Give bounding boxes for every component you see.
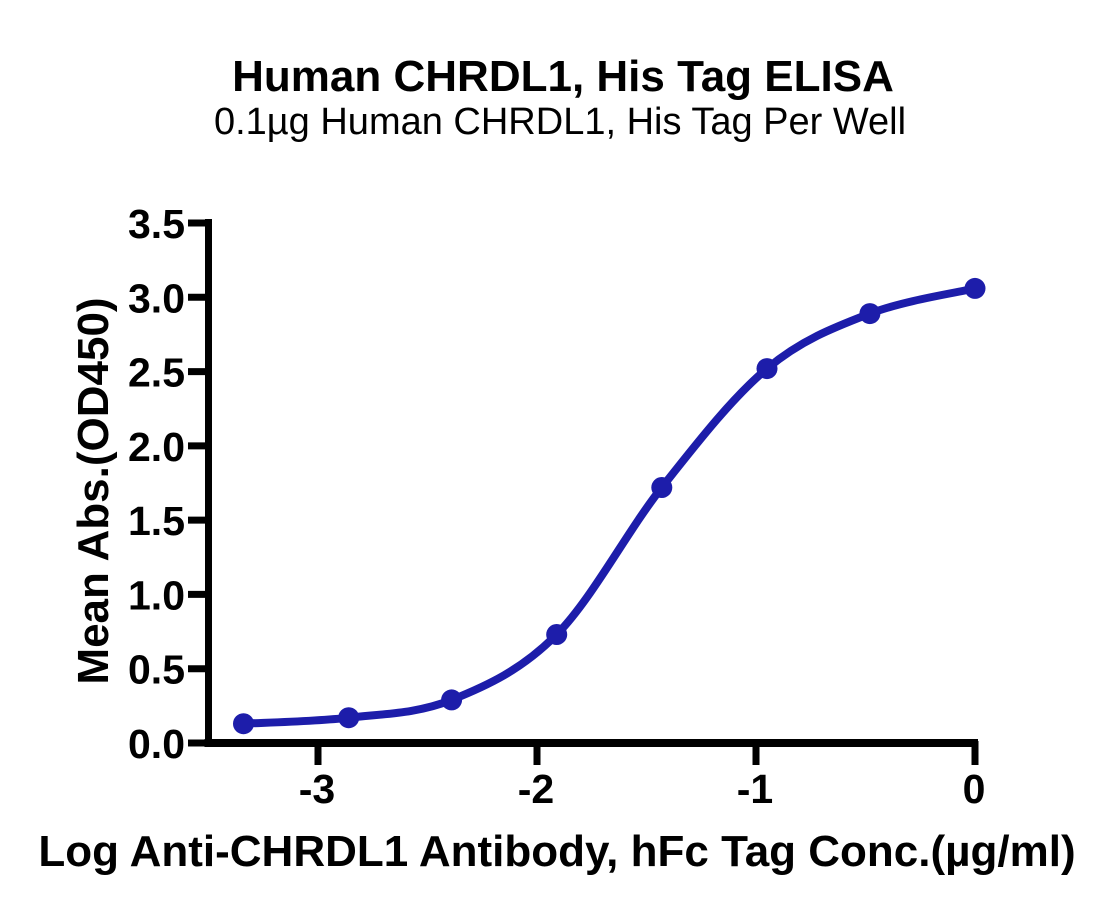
y-tick-label: 3.5: [128, 201, 185, 247]
x-tick-label: -2: [518, 766, 554, 812]
y-tick-label: 0.5: [128, 647, 185, 693]
y-tick-label: 3.0: [128, 275, 185, 321]
data-series: [233, 277, 986, 735]
axes: [204, 219, 978, 747]
fit-curve: [239, 284, 979, 728]
y-tick-label: 2.5: [128, 350, 185, 396]
data-point: [964, 277, 986, 299]
chart-title: Human CHRDL1, His Tag ELISA: [232, 52, 894, 101]
data-point: [859, 303, 881, 325]
data-point: [233, 713, 254, 735]
y-axis-ticks: 0.0 0.5 1.0 1.5 2.0 2.5 3.0 3.5: [128, 201, 212, 767]
data-point: [338, 707, 360, 729]
y-tick-label: 1.5: [128, 498, 185, 544]
y-tick-label: 1.0: [128, 572, 185, 618]
x-tick-label: 0: [963, 766, 986, 812]
x-tick-label: -1: [737, 766, 773, 812]
data-point: [651, 477, 673, 498]
chart-subtitle: 0.1µg Human CHRDL1, His Tag Per Well: [214, 101, 906, 143]
y-tick-label: 2.0: [128, 424, 185, 470]
x-axis-ticks: -3 -2 -1 0: [299, 741, 986, 812]
y-axis-title: Mean Abs.(OD450): [69, 297, 118, 684]
data-point: [756, 358, 778, 380]
data-point: [441, 689, 463, 711]
x-axis-title: Log Anti-CHRDL1 Antibody, hFc Tag Conc.(…: [38, 827, 1075, 876]
data-point: [546, 624, 568, 645]
x-tick-label: -3: [299, 766, 335, 812]
y-tick-label: 0.0: [128, 721, 185, 767]
